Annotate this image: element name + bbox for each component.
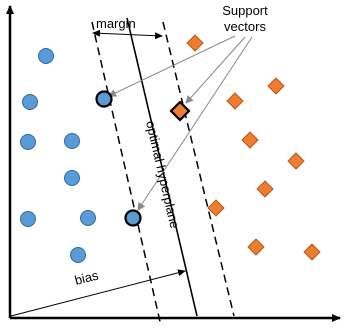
class-a-points: [20, 48, 96, 263]
support-vectors-label-line2: vectors: [224, 19, 266, 34]
support-vector-arrow-2: [185, 36, 246, 104]
class-b-point: [287, 152, 305, 170]
class-a-point: [64, 170, 80, 186]
class-b-point: [186, 34, 204, 52]
class-a-point: [22, 94, 38, 110]
support-vector-arrow-1: [108, 35, 236, 97]
class-b-points: [186, 34, 321, 261]
class-b-point: [303, 243, 321, 261]
class-b-point: [247, 238, 265, 256]
class-b-point: [256, 180, 274, 198]
class-a-point: [80, 210, 96, 226]
class-b-point: [207, 199, 225, 217]
support-vector-arrow-3: [137, 36, 253, 211]
class-a-support-vector: [124, 209, 142, 227]
bias-arrow: [10, 269, 186, 317]
bias-label: bias: [73, 267, 100, 287]
class-b-point: [267, 77, 285, 95]
class-a-point: [20, 134, 36, 150]
class-a-point: [70, 247, 86, 263]
margin-arrow: [92, 29, 163, 40]
margin-label: margin: [96, 16, 136, 31]
class-b-point: [241, 131, 259, 149]
support-vectors-label-line1: Support: [222, 3, 268, 18]
class-a-point: [20, 211, 36, 227]
class-b-point: [226, 92, 244, 110]
margin-boundary-right: [162, 21, 235, 317]
optimal-hyperplane-label: optimal hyperplane: [143, 119, 182, 229]
optimal-hyperplane-line: [126, 17, 198, 317]
class-a-point: [64, 133, 80, 149]
class-a-support-vector: [95, 90, 113, 108]
class-a-point: [38, 48, 54, 64]
class-b-support-vector: [169, 100, 191, 122]
